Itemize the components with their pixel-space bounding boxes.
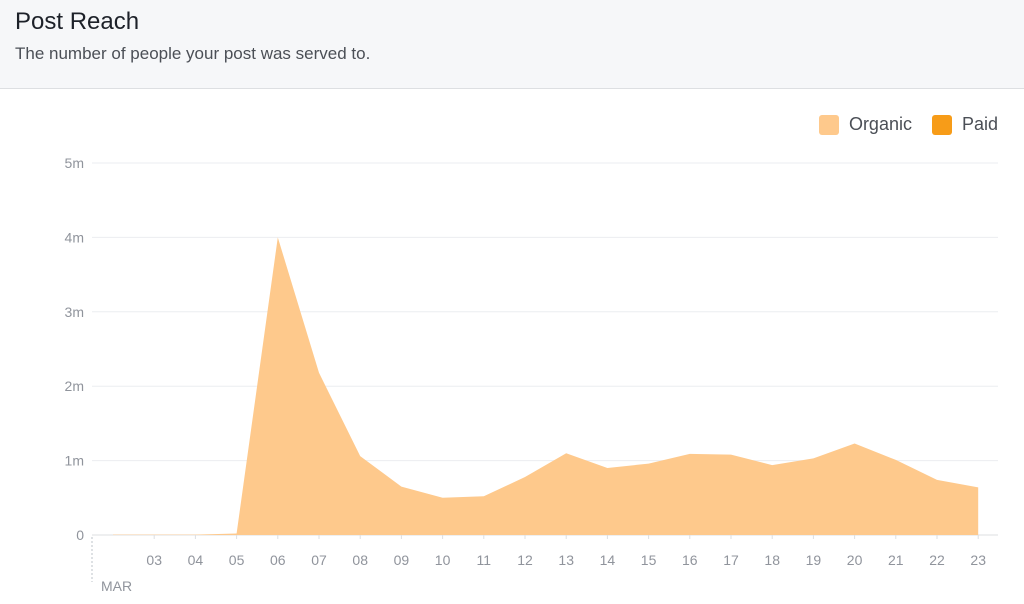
y-tick-label: 5m xyxy=(65,155,84,171)
x-tick-label: 09 xyxy=(394,552,410,568)
x-tick-label: 07 xyxy=(311,552,327,568)
x-tick-label: 16 xyxy=(682,552,698,568)
x-tick-label: 11 xyxy=(477,552,492,568)
x-tick-label: 18 xyxy=(764,552,780,568)
x-tick-label: 04 xyxy=(188,552,204,568)
x-tick-label: 19 xyxy=(806,552,822,568)
x-tick-label: 13 xyxy=(558,552,574,568)
x-tick-label: 20 xyxy=(847,552,863,568)
chart-header: Post Reach The number of people your pos… xyxy=(0,0,1024,89)
x-tick-label: 05 xyxy=(229,552,245,568)
legend-item-organic[interactable]: Organic xyxy=(818,114,912,135)
x-tick-label: 15 xyxy=(641,552,657,568)
legend-label-organic: Organic xyxy=(848,114,912,134)
x-tick-label: 21 xyxy=(888,552,904,568)
page-subtitle: The number of people your post was serve… xyxy=(15,44,371,63)
chart-legend: Organic Paid xyxy=(799,114,998,135)
legend-label-paid: Paid xyxy=(961,114,998,134)
x-tick-label: 10 xyxy=(435,552,451,568)
x-tick-label: 03 xyxy=(146,552,162,568)
y-tick-label: 3m xyxy=(65,304,84,320)
x-tick-label: 23 xyxy=(970,552,986,568)
x-tick-label: 06 xyxy=(270,552,286,568)
y-tick-label: 2m xyxy=(65,378,84,394)
page-title: Post Reach xyxy=(15,8,140,35)
y-tick-label: 0 xyxy=(76,527,84,543)
x-tick-label: 08 xyxy=(352,552,368,568)
y-tick-label: 1m xyxy=(65,453,84,469)
paid-swatch xyxy=(931,114,952,135)
area-organic xyxy=(113,237,979,535)
x-tick-label: 22 xyxy=(929,552,945,568)
organic-swatch xyxy=(818,114,839,135)
x-tick-label: 14 xyxy=(600,552,616,568)
x-tick-label: 12 xyxy=(517,552,533,568)
x-tick-label: 17 xyxy=(723,552,739,568)
legend-item-paid[interactable]: Paid xyxy=(931,114,998,135)
y-tick-label: 4m xyxy=(65,229,84,245)
month-label: MAR xyxy=(101,578,132,594)
